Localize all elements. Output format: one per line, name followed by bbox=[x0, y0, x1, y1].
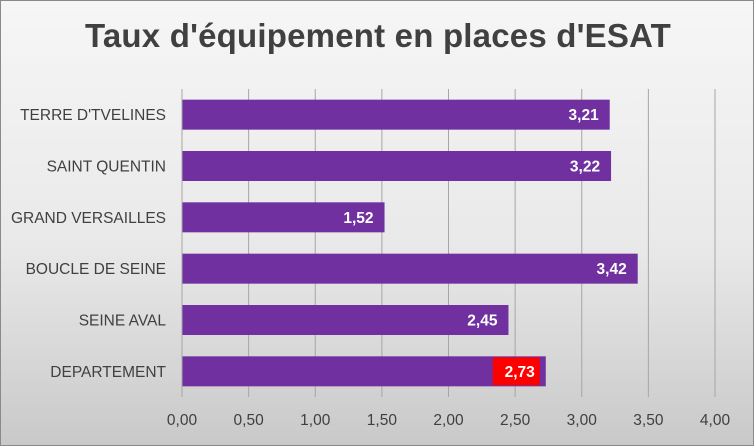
data-label: 3,22 bbox=[570, 159, 600, 176]
bar bbox=[182, 99, 610, 130]
bar bbox=[182, 305, 509, 335]
category-label: BOUCLE DE SEINE bbox=[26, 261, 166, 278]
x-tick-label: 1,50 bbox=[367, 412, 398, 429]
category-label: TERRE D'TVELINES bbox=[20, 107, 166, 124]
bar bbox=[182, 151, 612, 181]
bar bbox=[182, 253, 638, 284]
x-tick-label: 3,00 bbox=[567, 412, 598, 429]
category-label: GRAND VERSAILLES bbox=[11, 210, 166, 227]
data-label: 3,21 bbox=[569, 107, 600, 124]
x-tick-label: 0,00 bbox=[167, 412, 198, 429]
bar bbox=[182, 356, 546, 387]
data-label: 2,73 bbox=[505, 364, 536, 381]
chart-title: Taux d'équipement en places d'ESAT bbox=[84, 17, 672, 54]
x-tick-label: 3,50 bbox=[633, 412, 664, 429]
x-tick-label: 2,50 bbox=[500, 412, 531, 429]
x-tick-label: 2,00 bbox=[433, 412, 464, 429]
x-tick-label: 4,00 bbox=[700, 412, 731, 429]
data-label-highlight bbox=[492, 357, 540, 386]
category-label: SAINT QUENTIN bbox=[47, 159, 166, 176]
category-label: SEINE AVAL bbox=[79, 313, 167, 330]
category-label: DEPARTEMENT bbox=[50, 364, 166, 381]
bar bbox=[182, 202, 385, 233]
data-label: 3,42 bbox=[597, 261, 627, 278]
data-label: 2,45 bbox=[467, 313, 498, 330]
x-tick-label: 0,50 bbox=[234, 412, 265, 429]
data-label: 1,52 bbox=[343, 210, 373, 227]
x-tick-label: 1,00 bbox=[300, 412, 331, 429]
